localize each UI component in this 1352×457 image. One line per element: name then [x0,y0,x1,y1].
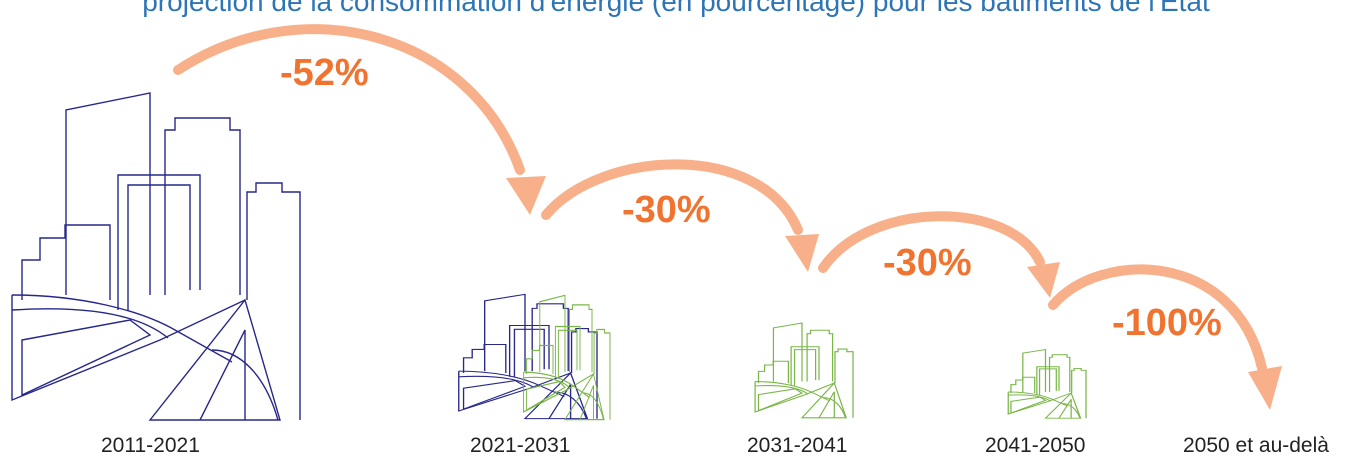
period-label-2: 2021-2031 [470,434,570,457]
reduction-label-1: -52% [280,52,369,94]
reduction-arrows [173,24,1267,373]
arrowhead-1 [506,176,546,215]
period-label-5: 2050 et au-delà [1183,434,1329,457]
building-2041-icon [1007,348,1087,419]
period-label-3: 2031-2041 [747,434,847,457]
arrowhead-2 [785,234,819,272]
reduction-label-4: -100% [1112,302,1222,344]
diagram-title: projection de la consommation d'énergie … [142,0,1210,17]
arrow-1 [173,24,525,175]
building-2031-icon [754,322,854,419]
building-2011-icon [11,92,301,421]
arrowhead-4 [1248,366,1282,410]
arrowhead-3 [1027,262,1060,298]
building-2021-icon [458,293,611,421]
period-label-1: 2011-2021 [101,434,200,457]
arrow-heads [506,176,1282,410]
period-label-4: 2041-2050 [985,434,1085,457]
reduction-label-3: -30% [883,242,972,284]
reduction-label-2: -30% [622,189,711,231]
arrow-2 [541,159,803,235]
arrow-4 [1048,264,1267,373]
arrow-3 [818,211,1045,273]
